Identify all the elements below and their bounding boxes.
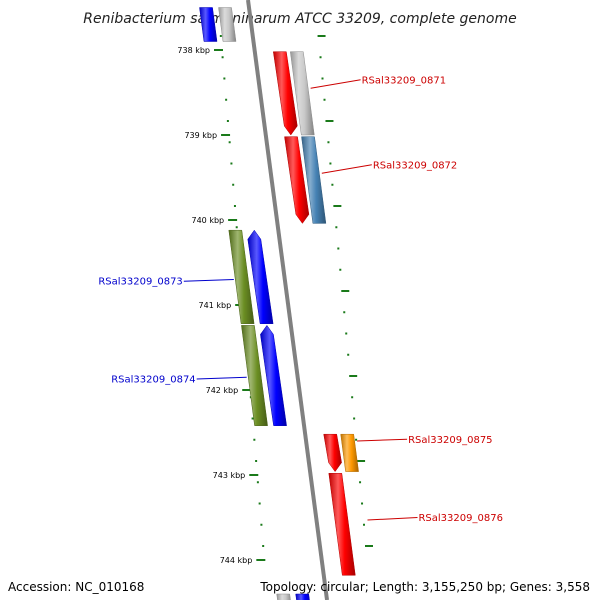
feature-f-0874-cds <box>241 325 268 426</box>
tick-label: 740 kbp <box>192 216 225 225</box>
feature-labels: RSal33209_0871 RSal33209_0872 RSal33209_08… <box>98 75 503 524</box>
feature-f-bottom-gray <box>276 593 291 600</box>
tick-label: 741 kbp <box>199 301 232 310</box>
topology-text: Topology: circular; Length: 3,155,250 bp… <box>260 580 590 594</box>
feature-f-0873-cds <box>228 229 255 324</box>
feature-f-0871-cds <box>290 51 315 136</box>
map-title: Renibacterium salmoninarum ATCC 33209, c… <box>83 11 516 27</box>
tick-label: 744 kbp <box>220 556 253 565</box>
backbone <box>246 0 330 600</box>
gene-label-rsal33209_0875: RSal33209_0875 <box>408 435 492 446</box>
tick-label: 739 kbp <box>184 131 217 140</box>
label-leader-line <box>357 438 408 442</box>
backbone-line <box>246 0 330 600</box>
features <box>199 7 359 600</box>
feature-f-0871-gene <box>273 51 298 136</box>
feature-f-bottom-blue <box>295 593 310 600</box>
tick-label: 738 kbp <box>177 46 210 55</box>
label-leader-line <box>196 376 247 380</box>
gene-label-rsal33209_0873: RSal33209_0873 <box>98 277 182 288</box>
feature-f-0873-gene <box>247 229 274 324</box>
gene-label-rsal33209_0876: RSal33209_0876 <box>418 513 502 524</box>
label-leader-line <box>183 279 234 282</box>
feature-f-0875-gene <box>323 433 342 473</box>
gene-label-rsal33209_0872: RSal33209_0872 <box>373 160 457 171</box>
feature-f-0876-gene <box>328 473 356 576</box>
feature-f-0872-gene <box>284 136 310 224</box>
label-leader-line <box>321 164 372 174</box>
feature-f-top-blue <box>199 7 218 42</box>
label-leader-line <box>367 517 418 521</box>
label-leader-line <box>310 79 361 89</box>
accession-text: Accession: NC_010168 <box>8 580 145 594</box>
feature-f-top-gray <box>218 7 237 42</box>
feature-f-0874-gene <box>260 324 287 426</box>
feature-f-0875-cds <box>340 433 359 472</box>
gene-label-rsal33209_0874: RSal33209_0874 <box>111 374 195 385</box>
gene-label-rsal33209_0871: RSal33209_0871 <box>362 75 446 86</box>
tick-label: 742 kbp <box>206 386 239 395</box>
feature-f-0872-cds <box>301 136 327 224</box>
tick-label: 743 kbp <box>213 471 246 480</box>
